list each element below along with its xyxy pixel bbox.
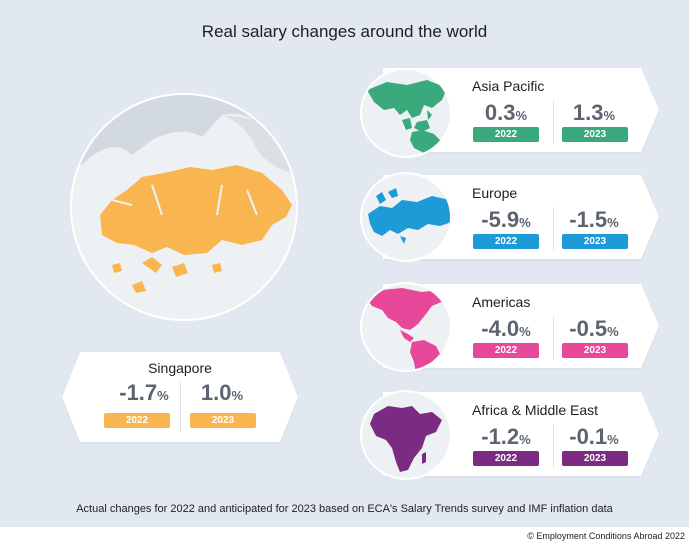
asia-pacific-label: Asia Pacific [472,78,545,94]
singapore-separator [180,382,181,432]
chart-title: Real salary changes around the world [201,22,488,41]
americas-2022-value: -4.0% [481,316,531,341]
americas-map-icon [360,282,452,372]
singapore-label: Singapore [148,360,212,376]
europe-2022-value: -5.9% [481,207,531,232]
africa-middle-east-label: Africa & Middle East [472,402,599,418]
africa-middle-east-2023-value: -0.1% [569,424,619,449]
americas-2023-badge: 2023 [562,343,628,358]
europe-2023-value: -1.5% [569,207,619,232]
asia-pacific-2022-badge: 2022 [473,127,539,142]
americas-2022-badge: 2022 [473,343,539,358]
copyright: © Employment Conditions Abroad 2022 [527,531,685,541]
americas-separator [553,316,554,360]
africa-middle-east-separator [553,424,554,468]
asia-pacific-2023-value: 1.3% [572,100,616,125]
singapore-2023-badge: 2023 [190,413,256,428]
asia-pacific-map-icon [360,68,452,158]
asia-pacific-2023-badge: 2023 [562,127,628,142]
americas-label: Americas [472,294,531,310]
europe-map-icon [360,172,452,262]
singapore-2022-badge: 2022 [104,413,170,428]
africa-middle-east-2022-value: -1.2% [481,424,531,449]
singapore-map-icon [70,93,298,321]
asia-pacific-2022-value: 0.3% [484,100,528,125]
africa-middle-east-2022-badge: 2022 [473,451,539,466]
infographic-panel: Real salary changes around the world Sin… [0,0,689,527]
singapore-card: Singapore -1.7% 1.0% 2022 2023 [62,352,298,442]
europe-separator [553,207,554,251]
singapore-2022-value: -1.7% [119,380,169,405]
europe-2022-badge: 2022 [473,234,539,249]
africa-middle-east-map-icon [360,390,452,480]
africa-middle-east-2023-badge: 2023 [562,451,628,466]
asia-pacific-separator [553,100,554,144]
europe-2023-badge: 2023 [562,234,628,249]
americas-2023-value: -0.5% [569,316,619,341]
footnote: Actual changes for 2022 and anticipated … [76,503,613,515]
europe-label: Europe [472,185,518,201]
singapore-2023-value: 1.0% [200,380,244,405]
